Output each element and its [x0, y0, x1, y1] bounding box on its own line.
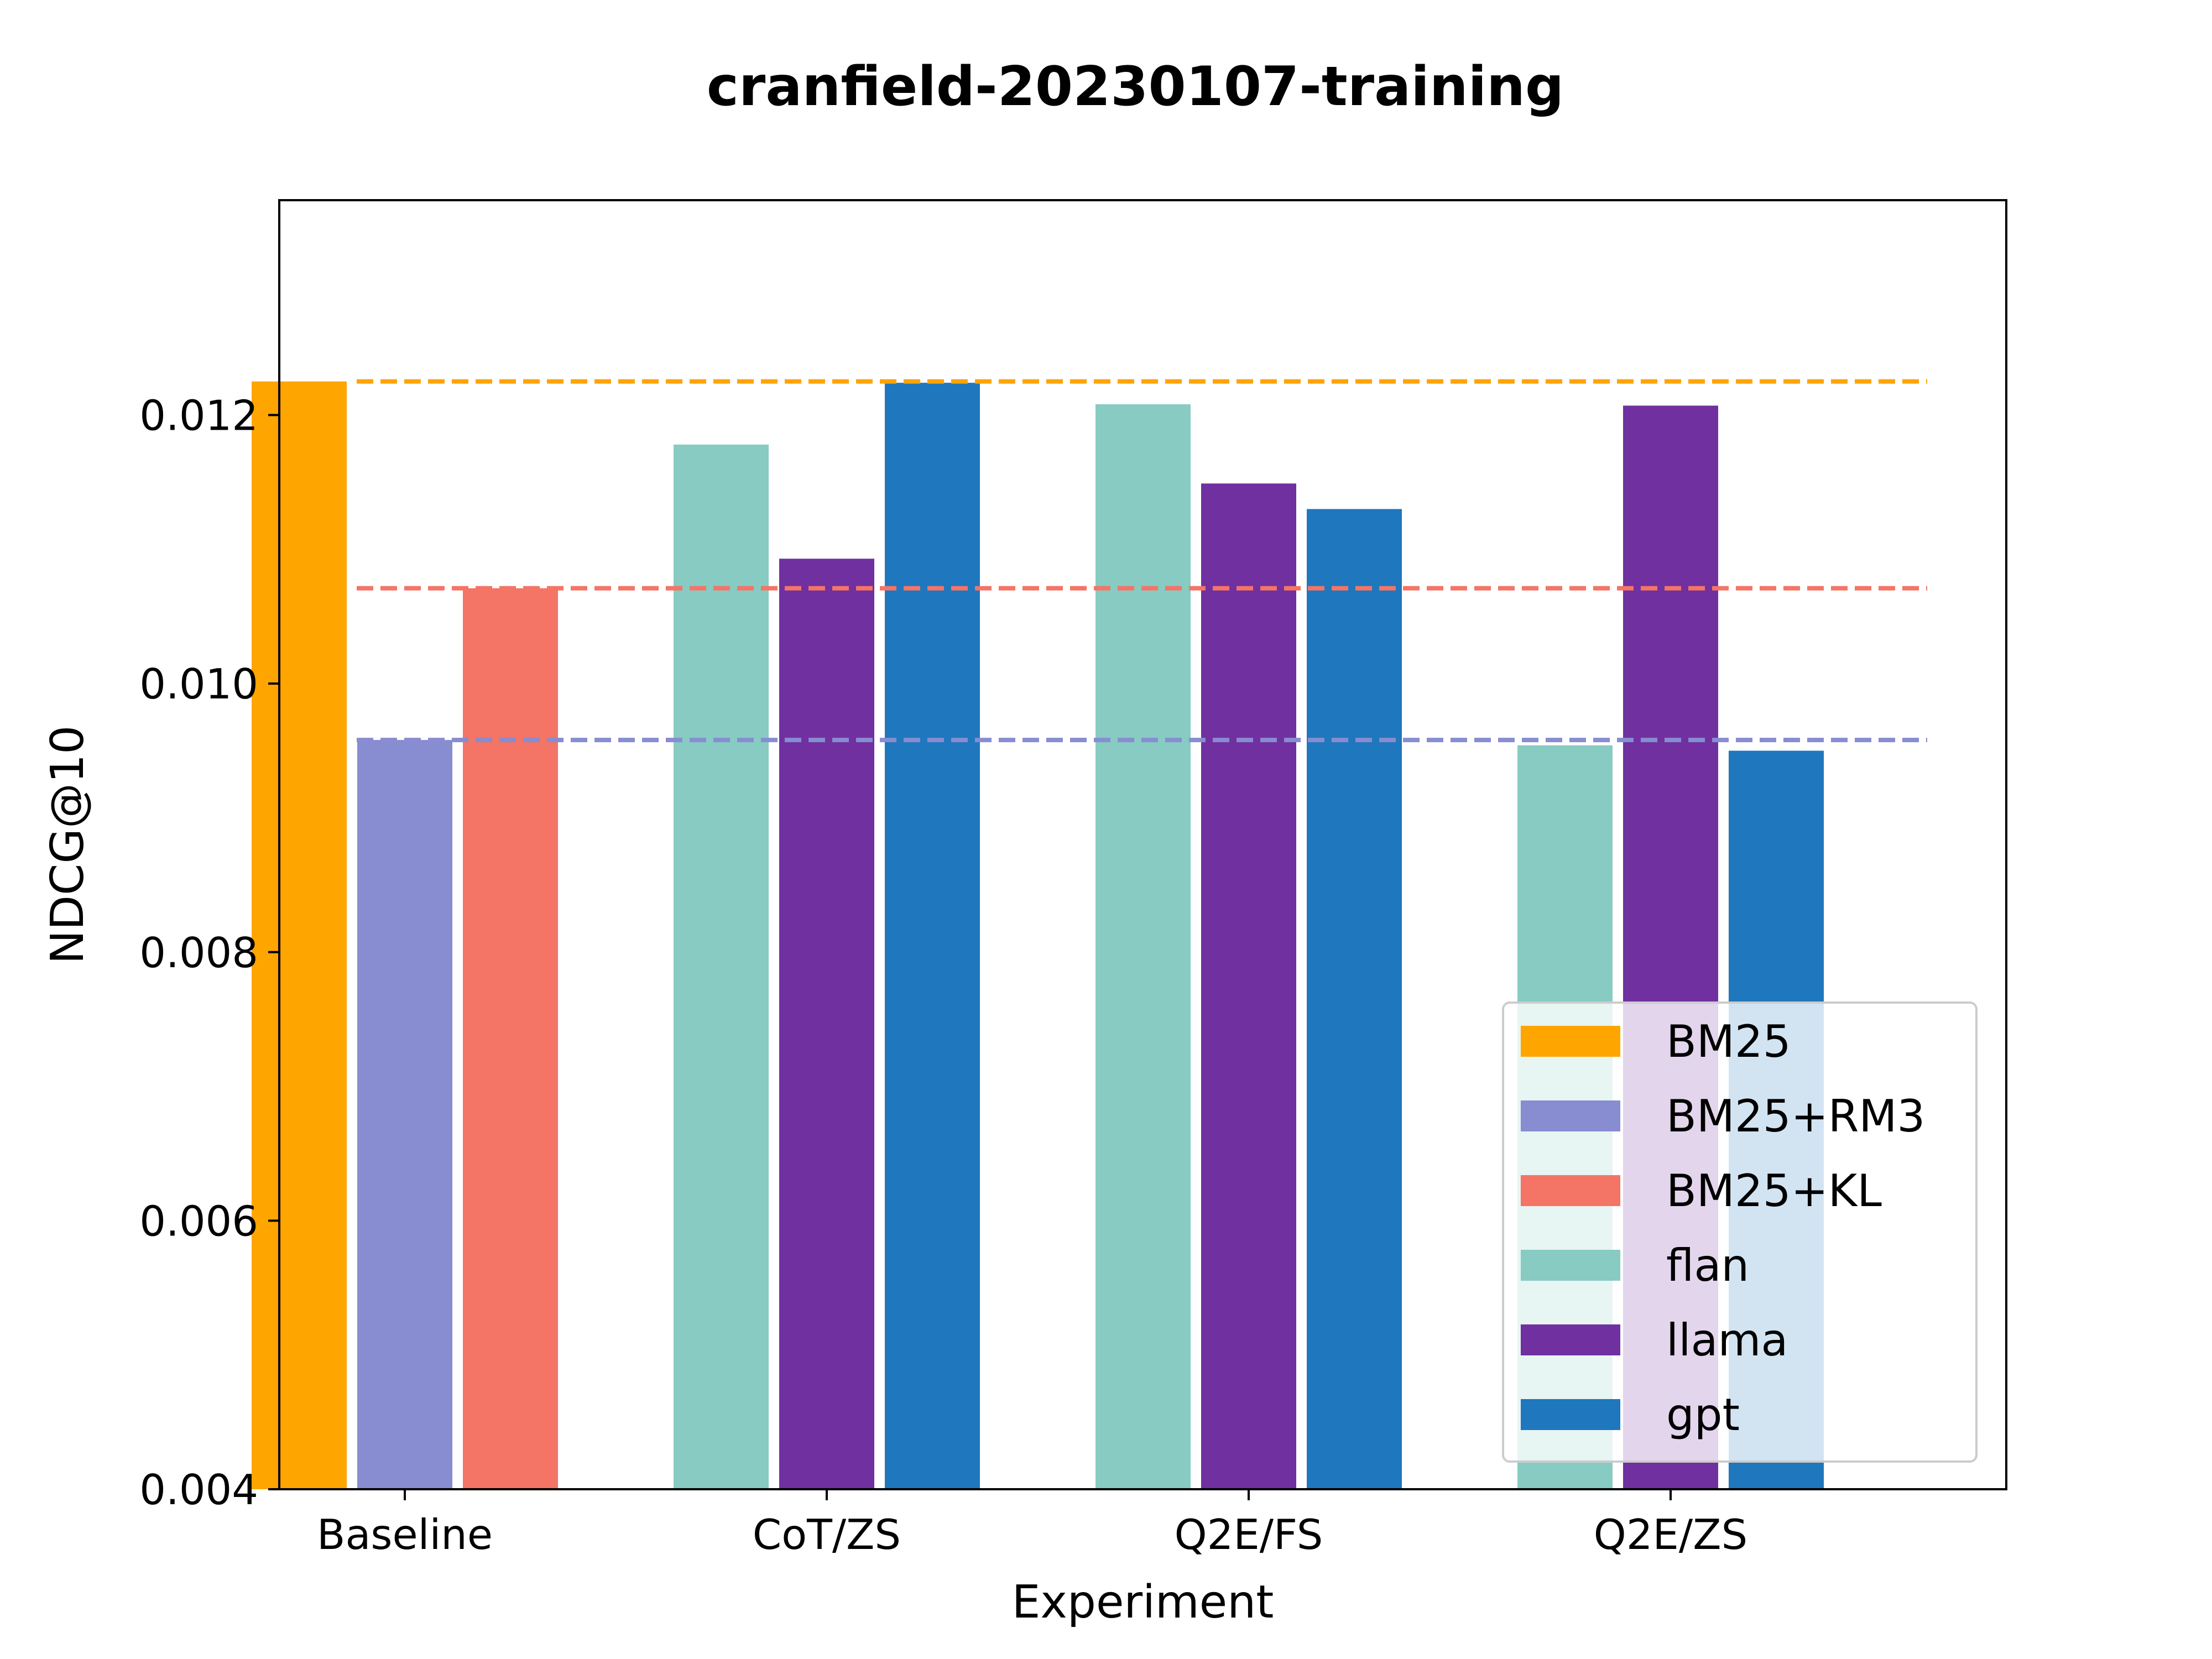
x-axis-title: Experiment: [1012, 1576, 1274, 1629]
y-tick-label: 0.004: [139, 1465, 258, 1514]
legend-label-bm25-rm3: BM25+RM3: [1666, 1091, 1925, 1142]
x-tick-label: Baseline: [317, 1510, 493, 1559]
y-tick-label: 0.006: [139, 1197, 258, 1245]
bar-baseline-bm25: [252, 381, 347, 1489]
bar-q2e-fs-flan: [1095, 404, 1191, 1489]
legend-swatch-gpt: [1521, 1399, 1620, 1430]
x-tick-label: Q2E/ZS: [1594, 1510, 1747, 1559]
legend-swatch-bm25: [1521, 1026, 1620, 1057]
bar-baseline-bm25-rm3: [357, 740, 452, 1489]
legend: BM25 BM25+RM3 BM25+KL flan llama gpt: [1502, 1001, 1978, 1463]
legend-label-gpt: gpt: [1666, 1389, 1740, 1441]
plot-area-frame: [278, 199, 2007, 1490]
legend-swatch-bm25-rm3: [1521, 1100, 1620, 1131]
bar-cot-zs-flan: [674, 444, 769, 1489]
bar-q2e-fs-llama: [1201, 483, 1296, 1489]
legend-swatch-bm25-kl: [1521, 1175, 1620, 1206]
legend-box: [1502, 1001, 1978, 1463]
x-axis: Baseline CoT/ZS Q2E/FS Q2E/ZS: [317, 1489, 1747, 1559]
x-tick-label: Q2E/FS: [1175, 1510, 1323, 1559]
chart-title: cranfield-20230107-training: [707, 55, 1564, 118]
y-axis-title: NDCG@10: [41, 726, 94, 964]
bar-cot-zs-gpt: [885, 383, 980, 1490]
bar-cot-zs-llama: [779, 559, 874, 1489]
reference-lines-layer: [357, 379, 1927, 743]
bar-q2e-fs-gpt: [1307, 509, 1402, 1489]
bar-baseline-bm25-kl: [463, 588, 558, 1489]
legend-label-bm25: BM25: [1666, 1016, 1791, 1067]
y-tick-label: 0.010: [139, 660, 258, 708]
y-tick-label: 0.012: [139, 392, 258, 440]
legend-label-bm25-kl: BM25+KL: [1666, 1165, 1882, 1217]
y-tick-label: 0.008: [139, 928, 258, 977]
legend-swatch-flan: [1521, 1250, 1620, 1281]
legend-swatch-llama: [1521, 1324, 1620, 1355]
legend-label-flan: flan: [1666, 1240, 1749, 1291]
legend-label-llama: llama: [1666, 1314, 1788, 1366]
y-axis: 0.004 0.006 0.008 0.010 0.012: [139, 392, 279, 1514]
x-tick-label: CoT/ZS: [753, 1510, 901, 1559]
